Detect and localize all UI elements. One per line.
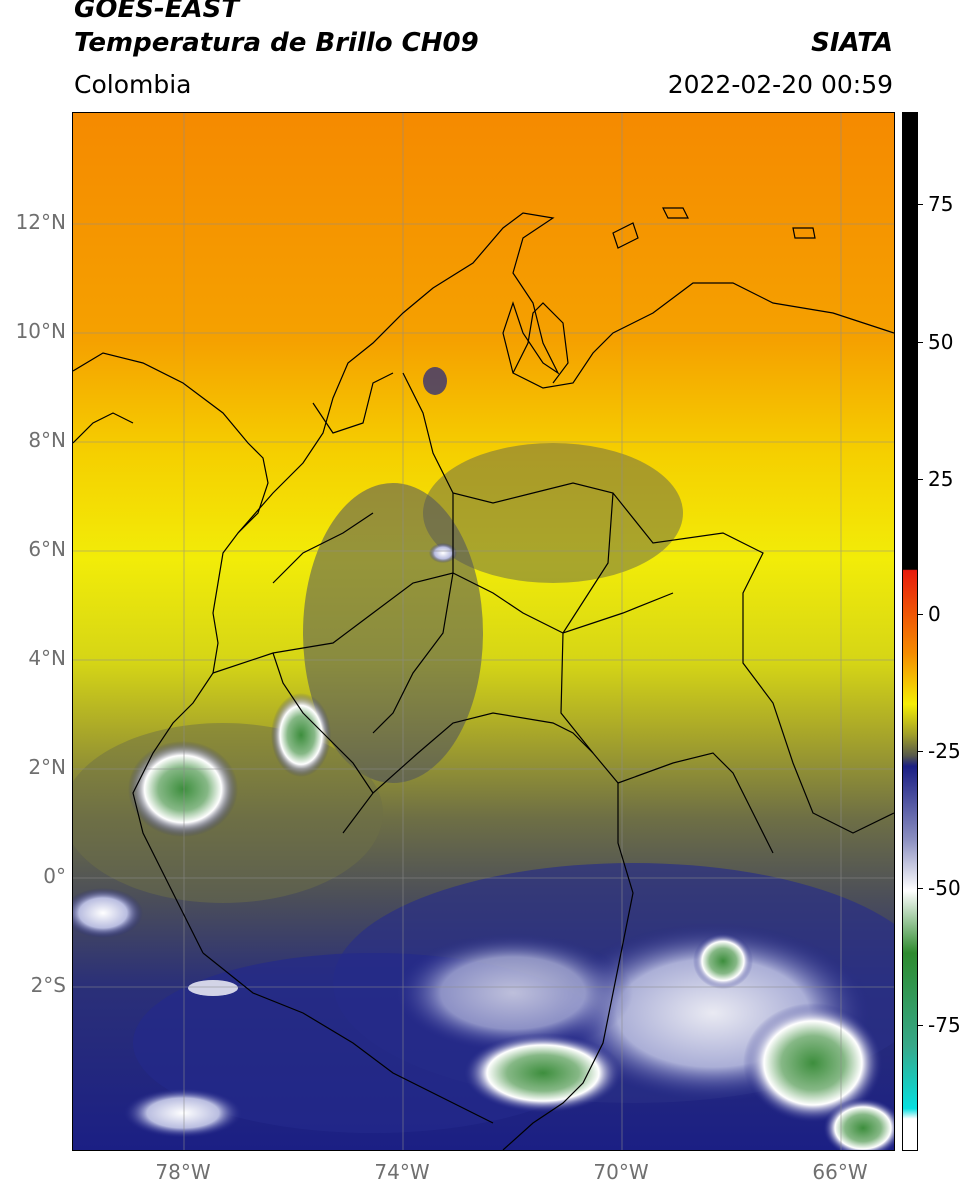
storm-cell	[423, 367, 447, 395]
colorbar-label: -75	[928, 1013, 961, 1037]
storm-cell	[429, 543, 457, 563]
colorbar-label: -50	[928, 876, 961, 900]
lat-label: 2°S	[30, 973, 66, 997]
lat-label: 10°N	[15, 319, 66, 343]
colorbar	[902, 112, 918, 1151]
colorbar-label: 25	[928, 467, 954, 491]
map-grid	[73, 113, 894, 1150]
lat-label: 0°	[43, 864, 66, 888]
storm-cell	[743, 1003, 883, 1123]
cloud-band	[393, 933, 633, 1053]
lat-label: 2°N	[28, 755, 66, 779]
storm-cell	[271, 693, 331, 777]
storm-cell	[128, 741, 238, 837]
map-canvas	[73, 113, 894, 1150]
colorbar-label: -25	[928, 739, 961, 763]
satellite-map	[72, 112, 895, 1151]
lon-label: 66°W	[812, 1160, 868, 1184]
colorbar-tick	[917, 479, 923, 480]
storm-cell	[693, 933, 753, 989]
colorbar-tick	[917, 342, 923, 343]
colorbar-label: 0	[928, 602, 941, 626]
lat-label: 12°N	[15, 210, 66, 234]
lat-label: 6°N	[28, 537, 66, 561]
colorbar-tick	[917, 614, 923, 615]
title-product: Temperatura de Brillo CH09	[74, 28, 479, 58]
colorbar-label: 75	[928, 192, 954, 216]
organization-label: SIATA	[811, 28, 893, 58]
lon-label: 78°W	[155, 1160, 211, 1184]
colorbar-tick	[917, 204, 923, 205]
map-boundaries	[73, 207, 894, 1150]
lat-label: 4°N	[28, 646, 66, 670]
storm-cell	[463, 1033, 623, 1113]
colorbar-tick	[917, 888, 923, 889]
lon-label: 74°W	[374, 1160, 430, 1184]
storm-cell	[73, 888, 143, 938]
timestamp-label: 2022-02-20 00:59	[667, 70, 893, 99]
convective-area	[423, 443, 683, 583]
colorbar-tick	[917, 751, 923, 752]
colorbar-tick	[917, 1025, 923, 1026]
title-satellite: GOES-EAST	[74, 0, 240, 24]
colorbar-label: 50	[928, 330, 954, 354]
cloud-band	[188, 980, 238, 996]
lon-label: 70°W	[593, 1160, 649, 1184]
lat-label: 8°N	[28, 428, 66, 452]
cloud-band	[123, 1088, 243, 1138]
region-label: Colombia	[74, 70, 192, 99]
